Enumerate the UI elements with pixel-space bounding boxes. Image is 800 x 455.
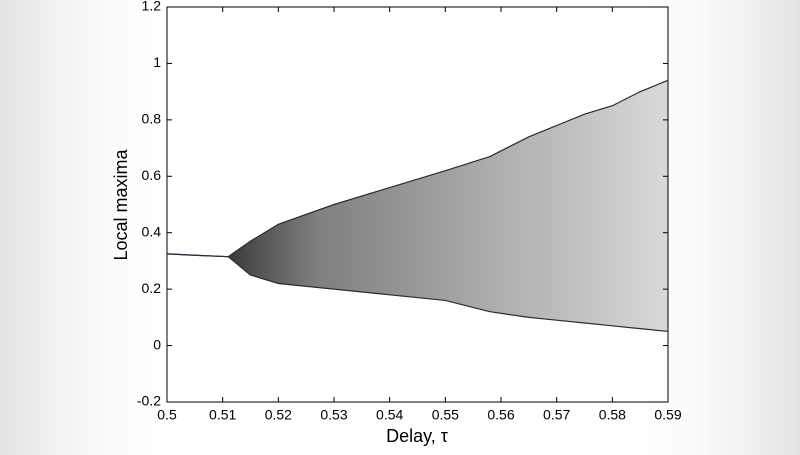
branch-line (166, 79, 669, 258)
x-tick-label: 0.56 (487, 407, 514, 423)
x-tick-label: 0.5 (157, 407, 177, 423)
y-tick-label: 0.2 (142, 280, 162, 296)
x-tick-label: 0.51 (209, 407, 236, 423)
y-axis-title: Local maxima (111, 148, 131, 260)
y-tick-label: 0.6 (142, 167, 162, 183)
y-tick-label: 1.2 (142, 0, 162, 14)
x-tick-label: 0.52 (265, 407, 292, 423)
y-tick-label: 1 (153, 54, 161, 70)
band-area (167, 80, 668, 332)
y-tick-label: -0.2 (137, 393, 161, 409)
x-tick-label: 0.53 (320, 407, 347, 423)
y-tick-label: 0.4 (142, 223, 162, 239)
y-tick-label: 0 (153, 336, 161, 352)
y-tick-label: 0.8 (142, 111, 162, 127)
x-axis-title: Delay, τ (386, 426, 448, 446)
x-tick-label: 0.54 (376, 407, 403, 423)
x-tick-label: 0.57 (543, 407, 570, 423)
x-tick-label: 0.58 (599, 407, 626, 423)
x-tick-label: 0.59 (654, 407, 681, 423)
x-tick-label: 0.55 (432, 407, 459, 423)
branch-line (166, 253, 669, 333)
